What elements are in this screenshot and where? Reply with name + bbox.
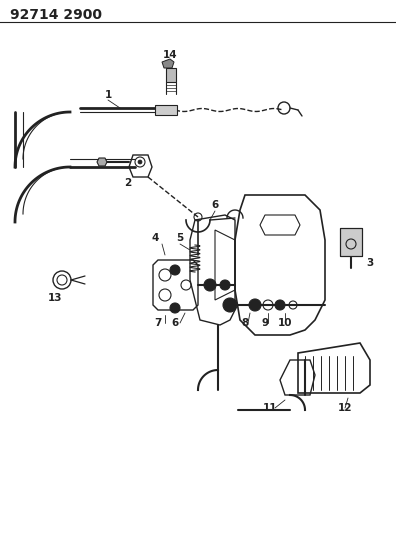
Circle shape: [204, 279, 216, 291]
Bar: [166, 68, 176, 82]
Text: 11: 11: [263, 403, 277, 413]
Circle shape: [170, 265, 180, 275]
Circle shape: [138, 160, 142, 164]
Bar: [340, 228, 362, 256]
Text: 14: 14: [163, 50, 177, 60]
Bar: [340, 228, 362, 256]
Text: 13: 13: [48, 293, 62, 303]
Text: 1: 1: [105, 90, 112, 100]
Text: 12: 12: [338, 403, 352, 413]
Text: 5: 5: [176, 233, 184, 243]
Text: 6: 6: [211, 200, 219, 210]
Polygon shape: [162, 59, 174, 68]
Text: 2: 2: [124, 178, 131, 188]
Bar: [155, 105, 177, 115]
Circle shape: [220, 280, 230, 290]
Text: 4: 4: [151, 233, 159, 243]
Text: 10: 10: [278, 318, 292, 328]
Circle shape: [223, 298, 237, 312]
Text: 9: 9: [261, 318, 268, 328]
Text: 7: 7: [154, 318, 162, 328]
Text: 6: 6: [171, 318, 179, 328]
Polygon shape: [97, 158, 107, 166]
Circle shape: [170, 303, 180, 313]
Circle shape: [249, 299, 261, 311]
Text: 92714 2900: 92714 2900: [10, 8, 102, 22]
Circle shape: [275, 300, 285, 310]
Text: 3: 3: [366, 258, 373, 268]
Text: 8: 8: [242, 318, 249, 328]
